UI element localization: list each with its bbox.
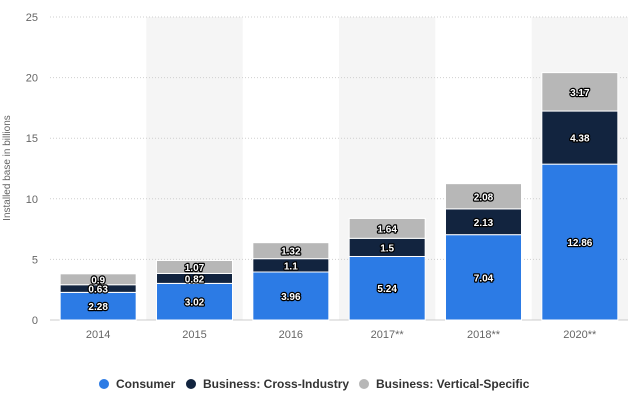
legend-label: Consumer xyxy=(116,377,176,391)
legend-label: Business: Vertical-Specific xyxy=(376,377,530,391)
x-tick-label: 2018** xyxy=(467,329,501,341)
data-label: 1.5 xyxy=(380,243,394,254)
bar-segment xyxy=(541,72,619,112)
x-tick-label: 2016 xyxy=(279,329,303,341)
data-label: 7.04 xyxy=(474,273,494,284)
data-label: 12.86 xyxy=(567,238,592,249)
bars xyxy=(59,72,619,321)
data-label: 5.24 xyxy=(377,284,397,295)
data-label: 1.07 xyxy=(185,263,205,274)
bar-segment xyxy=(348,255,426,321)
bar-segment xyxy=(252,242,330,260)
data-label: 2.28 xyxy=(88,302,108,313)
bar-segment xyxy=(445,208,522,236)
gridlines xyxy=(50,16,628,321)
x-axis-ticks: 2014 2015 2016 2017** 2018** 2020** xyxy=(86,329,597,341)
y-tick-label: 5 xyxy=(32,254,38,266)
data-label: 4.38 xyxy=(570,134,590,145)
y-tick-label: 10 xyxy=(26,194,38,206)
x-tick-label: 2014 xyxy=(86,329,110,341)
y-tick-label: 25 xyxy=(26,12,38,24)
data-label: 0.63 xyxy=(88,285,108,296)
data-label: 1.1 xyxy=(284,261,298,272)
legend-marker xyxy=(186,379,196,389)
bar-segment xyxy=(252,271,330,321)
bar-segment xyxy=(541,110,619,165)
y-axis-label: Installed base in billions xyxy=(2,115,13,221)
bar-segment xyxy=(156,259,233,274)
data-label: 1.64 xyxy=(377,224,397,235)
bar-segment xyxy=(445,234,522,321)
y-tick-label: 20 xyxy=(26,73,38,85)
y-tick-label: 0 xyxy=(32,315,38,327)
data-label: 3.96 xyxy=(281,292,301,303)
data-label: 0.9 xyxy=(91,275,105,286)
x-tick-label: 2015 xyxy=(182,329,206,341)
data-label: 1.32 xyxy=(281,247,301,258)
data-labels: 2.28 0.630.9 3.02 0.821.07 3.96 1.1 1.32 5.24 1.… xyxy=(87,87,594,315)
legend-marker xyxy=(99,379,109,389)
data-label: 3.02 xyxy=(185,298,205,309)
bar-segment xyxy=(59,273,137,286)
x-tick-label: 2020** xyxy=(563,329,597,341)
bar-segment xyxy=(445,183,522,210)
bar-segment xyxy=(59,291,137,321)
bar-segment xyxy=(348,217,426,239)
legend: Consumer Business: Cross-Industry Business… xyxy=(99,377,530,391)
bar-segment xyxy=(541,163,619,321)
x-tick-label: 2017** xyxy=(371,329,405,341)
data-label: 2.13 xyxy=(474,218,494,229)
y-axis-ticks: 0 5 10 15 20 25 xyxy=(26,12,38,327)
legend-label: Business: Cross-Industry xyxy=(203,377,349,391)
y-tick-label: 15 xyxy=(26,133,38,145)
data-label: 2.08 xyxy=(474,192,494,203)
data-label: 3.17 xyxy=(570,88,590,99)
data-label: 0.82 xyxy=(185,274,205,285)
legend-marker xyxy=(359,379,369,389)
